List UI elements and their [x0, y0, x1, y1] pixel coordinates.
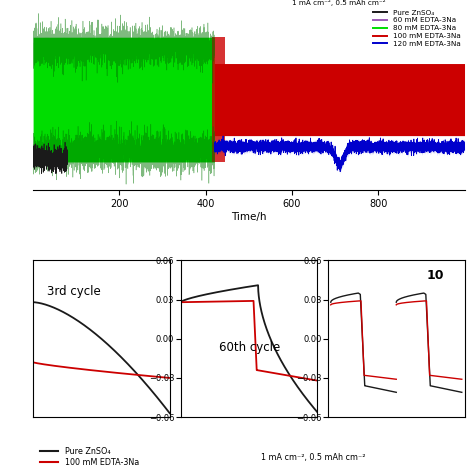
Legend: Pure ZnSO₄, 100 mM EDTA-3Na: Pure ZnSO₄, 100 mM EDTA-3Na [37, 444, 142, 470]
X-axis label: Time/h: Time/h [231, 212, 266, 222]
Text: 3rd cycle: 3rd cycle [47, 285, 100, 298]
Legend: Pure ZnSO₄, 60 mM EDTA-3Na, 80 mM EDTA-3Na, 100 mM EDTA-3Na, 120 mM EDTA-3Na: Pure ZnSO₄, 60 mM EDTA-3Na, 80 mM EDTA-3… [373, 9, 461, 47]
Text: 60th cycle: 60th cycle [219, 341, 280, 354]
Text: 1 mA cm⁻², 0.5 mAh cm⁻²: 1 mA cm⁻², 0.5 mAh cm⁻² [261, 453, 365, 462]
Text: 10: 10 [426, 269, 444, 282]
Text: 1 mA cm⁻², 0.5 mAh cm⁻²: 1 mA cm⁻², 0.5 mAh cm⁻² [292, 0, 386, 6]
